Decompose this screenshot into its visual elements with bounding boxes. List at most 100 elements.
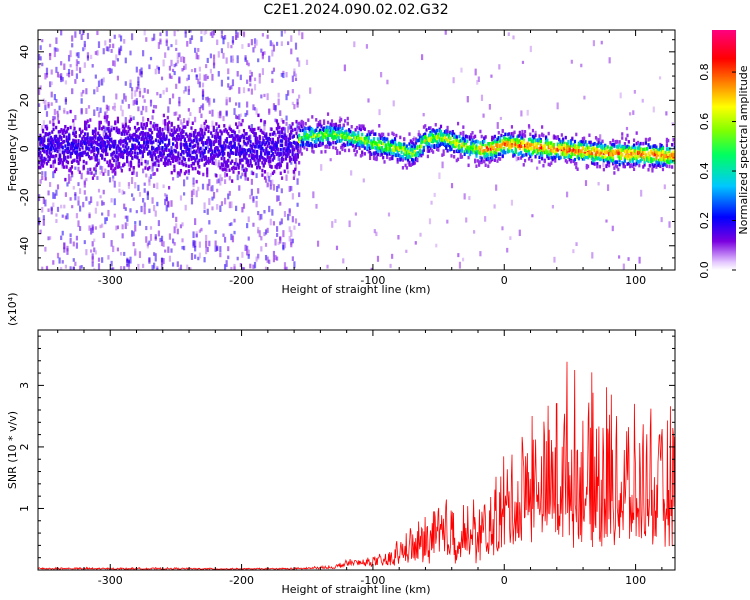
spectrogram-cell <box>108 146 112 151</box>
spectrogram-cell <box>88 213 91 218</box>
spectrogram-cell <box>305 135 309 140</box>
spectrogram-cell <box>563 141 566 146</box>
spectrogram-cell <box>230 45 233 49</box>
spectrogram-cell <box>615 150 619 154</box>
spectrogram-cell <box>72 131 75 136</box>
spectrogram-cell <box>266 34 269 39</box>
spectrogram-cell <box>572 148 575 152</box>
spectrogram-cell <box>296 178 299 185</box>
spectrogram-cell <box>280 143 284 147</box>
spectrogram-cell <box>113 198 116 206</box>
spectrogram-cell <box>204 127 208 132</box>
spectrogram-cell <box>663 162 666 166</box>
spectrogram-cell <box>185 132 188 136</box>
spectrogram-cell <box>143 207 146 215</box>
spectrogram-cell <box>272 67 276 72</box>
spectrogram-cell <box>267 151 271 156</box>
spectrogram-cell <box>565 160 569 164</box>
spectrogram-cell <box>173 242 176 246</box>
spectrogram-cell <box>227 153 230 157</box>
spectrogram-cell <box>89 118 92 122</box>
spectrogram-cell <box>174 144 177 148</box>
spectrogram-cell <box>97 41 101 49</box>
spectrogram-cell <box>537 149 540 154</box>
spectrogram-cell <box>487 152 490 157</box>
spectrogram-cell <box>241 206 244 213</box>
spectrogram-cell <box>97 111 101 118</box>
spectrogram-cell <box>290 157 293 161</box>
spectrogram-cell <box>346 133 349 138</box>
spectrogram-cell <box>555 147 558 152</box>
spectrogram-cell <box>623 155 626 160</box>
spectrogram-cell <box>261 68 265 75</box>
spectrogram-cell <box>568 147 571 152</box>
spectrogram-cell <box>642 155 645 160</box>
spectrogram-cell <box>229 151 232 155</box>
spectrogram-cell <box>248 138 251 142</box>
spectrogram-cell <box>104 150 108 154</box>
spectrogram-cell <box>435 243 438 248</box>
spectrogram-cell <box>349 136 352 140</box>
spectrogram-cell <box>194 158 197 162</box>
spectrogram-cell <box>622 161 625 166</box>
spectrogram-cell <box>497 147 500 152</box>
spectrogram-cell <box>190 139 193 143</box>
spectrogram-cell <box>170 75 173 79</box>
spectrogram-cell <box>285 266 288 270</box>
spectrogram-cell <box>242 135 246 139</box>
spectrogram-cell <box>407 155 410 159</box>
spectrogram-cell <box>74 151 77 155</box>
spectrogram-cell <box>86 137 89 142</box>
spectrogram-cell <box>275 119 278 123</box>
spectrogram-cell <box>98 120 101 125</box>
spectrogram-cell <box>589 149 592 154</box>
spectrogram-cell <box>199 128 202 132</box>
spectrogram-cell <box>160 157 163 162</box>
spectrogram-cell <box>609 140 612 145</box>
spectrogram-cell <box>112 175 115 179</box>
spectrogram-cell <box>668 149 671 153</box>
spectrogram-cell <box>336 131 339 135</box>
spectrogram-cell <box>308 133 311 138</box>
spectrogram-cell <box>269 180 272 186</box>
spectrogram-cell <box>110 260 113 267</box>
spectrogram-cell <box>626 133 629 138</box>
spectrogram-cell <box>44 171 47 178</box>
spectrogram-cell <box>259 152 263 157</box>
spectrogram-cell <box>278 125 281 130</box>
spectrogram-cell <box>108 177 112 183</box>
spectrogram-cell <box>264 254 268 261</box>
spectrogram-cell <box>627 161 630 166</box>
spectrogram-cell <box>98 137 101 142</box>
spectrogram-cell <box>600 151 603 155</box>
spectrogram-cell <box>543 150 546 155</box>
spectrogram-cell <box>217 111 220 119</box>
spectrogram-cell <box>564 145 567 150</box>
spectrogram-cell <box>664 156 667 161</box>
spectrogram-cell <box>518 133 521 138</box>
spectrogram-cell <box>623 142 626 146</box>
spectrogram-cell <box>404 152 407 156</box>
spectrogram-cell <box>269 164 272 168</box>
spectrogram-cell <box>98 143 101 147</box>
spectrogram-cell <box>176 59 179 64</box>
spectrogram-cell <box>299 146 302 151</box>
spectrogram-cell <box>454 144 457 149</box>
spectrogram-cell <box>375 142 378 146</box>
spectrogram-cell <box>344 130 347 134</box>
spectrogram-cell <box>295 157 298 162</box>
spectrogram-cell <box>300 135 303 140</box>
spectrogram-cell <box>462 143 465 147</box>
spectrogram-cell <box>630 146 633 150</box>
spectrogram-cell <box>604 157 607 162</box>
spectrogram-cell <box>200 227 203 232</box>
spectrogram-cell <box>659 154 662 159</box>
spectrogram-cell <box>313 134 317 138</box>
spectrogram-cell <box>471 150 474 155</box>
spectrogram-cell <box>220 156 223 161</box>
spectrogram-cell <box>175 47 178 52</box>
spectrogram-cell <box>277 162 280 167</box>
spectrogram-cell <box>420 137 423 142</box>
spectrogram-cell <box>38 63 41 69</box>
spectrogram-cell <box>49 120 52 124</box>
